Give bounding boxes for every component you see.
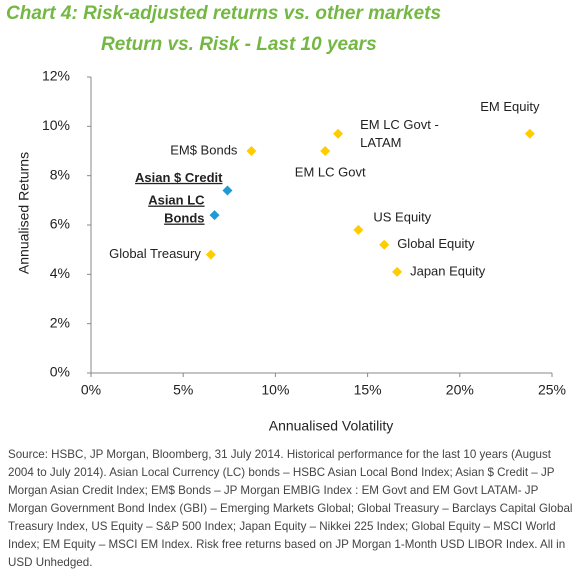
x-tick-label: 5% xyxy=(173,382,193,398)
point xyxy=(333,128,344,139)
point xyxy=(524,128,535,139)
y-tick-label: 0% xyxy=(50,364,70,380)
x-axis-title: Annualised Volatility xyxy=(269,418,394,434)
point-label: Asian $ Credit xyxy=(135,170,223,185)
point xyxy=(379,239,390,250)
point xyxy=(222,185,233,196)
point xyxy=(205,249,216,260)
point xyxy=(246,146,257,156)
x-tick-label: 0% xyxy=(81,382,101,398)
chart-title: Chart 4: Risk-adjusted returns vs. other… xyxy=(6,3,441,24)
source-note: Source: HSBC, JP Morgan, Bloomberg, 31 J… xyxy=(8,448,573,569)
y-tick-label: 2% xyxy=(50,314,70,330)
point xyxy=(353,224,364,235)
point xyxy=(392,266,403,277)
point-label: EM LC Govt - xyxy=(360,117,439,132)
point-label: Japan Equity xyxy=(410,263,486,278)
y-tick-label: 12% xyxy=(42,68,70,84)
point-label: LATAM xyxy=(360,135,401,150)
point-label: Global Equity xyxy=(397,236,475,251)
y-tick-label: 4% xyxy=(50,265,70,281)
point xyxy=(320,146,331,156)
chart: Chart 4: Risk-adjusted returns vs. other… xyxy=(6,3,566,434)
x-tick-label: 10% xyxy=(261,382,289,398)
x-tick-label: 15% xyxy=(354,382,382,398)
point-label: Asian LC xyxy=(148,193,205,208)
point-label: Global Treasury xyxy=(109,246,201,261)
y-tick-label: 10% xyxy=(42,117,70,133)
point-label: Bonds xyxy=(164,211,204,226)
x-tick-label: 20% xyxy=(446,382,474,398)
point-label: US Equity xyxy=(373,209,431,224)
point-label: EM Equity xyxy=(480,99,540,114)
y-tick-label: 8% xyxy=(50,166,70,182)
y-tick-label: 6% xyxy=(50,216,70,232)
point-label: EM LC Govt xyxy=(295,164,366,179)
chart-subtitle: Return vs. Risk - Last 10 years xyxy=(101,34,377,55)
x-tick-label: 25% xyxy=(538,382,566,398)
y-axis-title: Annualised Returns xyxy=(16,152,32,274)
point xyxy=(209,210,220,221)
point-label: EM$ Bonds xyxy=(170,142,238,157)
